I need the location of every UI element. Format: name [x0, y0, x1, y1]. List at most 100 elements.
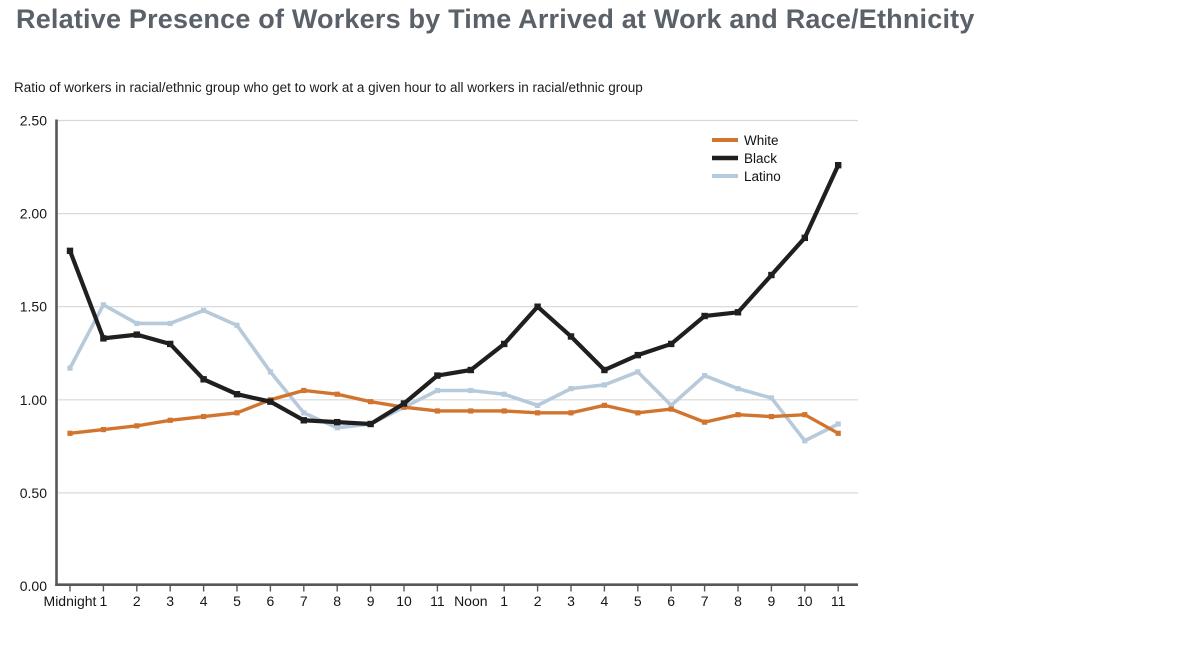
data-point-latino — [100, 302, 106, 308]
x-tick-label: 1 — [100, 593, 108, 609]
data-point-white — [201, 413, 207, 420]
data-point-latino — [234, 322, 240, 328]
x-tick-label: Midnight — [44, 593, 97, 609]
data-point-latino — [601, 382, 607, 388]
data-point-latino — [201, 307, 207, 314]
data-point-white — [835, 430, 841, 436]
x-tick-label: 9 — [768, 593, 776, 609]
data-point-latino — [267, 369, 273, 375]
data-point-white — [702, 419, 708, 425]
y-tick-label: 0.00 — [20, 578, 47, 594]
y-tick-label: 1.00 — [20, 392, 47, 408]
data-point-white — [568, 410, 574, 416]
data-point-white — [134, 423, 140, 429]
x-tick-label: 2 — [534, 593, 542, 609]
series-line-black — [68, 164, 841, 427]
data-point-white — [635, 410, 641, 416]
x-tick-label: 7 — [300, 593, 308, 609]
data-point-black — [200, 376, 207, 383]
data-point-black — [501, 340, 508, 348]
data-point-latino — [735, 386, 741, 392]
chart-subtitle: Ratio of workers in racial/ethnic group … — [14, 80, 643, 95]
x-tick-label: 5 — [233, 593, 241, 609]
x-tick-label: 11 — [831, 593, 846, 609]
data-point-white — [501, 408, 507, 414]
data-point-latino — [702, 372, 708, 379]
data-point-black — [334, 418, 341, 426]
x-tick-label: 4 — [200, 593, 208, 609]
data-point-white — [301, 387, 307, 394]
x-tick-label: 5 — [634, 593, 642, 609]
x-tick-label: Noon — [454, 593, 487, 609]
x-tick-label: 4 — [601, 593, 609, 609]
data-point-white — [434, 408, 440, 414]
data-point-black — [768, 271, 775, 279]
data-point-white — [401, 404, 407, 410]
data-point-black — [267, 398, 274, 405]
data-point-black — [534, 303, 541, 310]
data-point-white — [100, 426, 106, 433]
data-point-latino — [635, 369, 641, 375]
data-point-black — [668, 340, 675, 348]
data-point-latino — [802, 438, 808, 444]
data-point-latino — [334, 425, 340, 431]
y-tick-label: 1.50 — [20, 299, 47, 315]
data-point-white — [535, 410, 541, 416]
data-point-white — [668, 406, 674, 412]
x-tick-label: 2 — [133, 593, 141, 609]
line-chart: 0.00 0.50 1.00 1.50 2.00 2.50 Midnight 1 2 3 4 5 6 7 8… — [20, 113, 858, 609]
data-point-latino — [535, 402, 541, 408]
x-tick-label: 8 — [333, 593, 341, 609]
data-point-latino — [167, 320, 173, 327]
data-point-black — [133, 331, 140, 338]
legend-label-black: Black — [744, 151, 777, 166]
data-point-black — [233, 391, 241, 398]
x-tick-label: 3 — [166, 593, 174, 609]
legend-label-white: White — [744, 133, 779, 148]
data-point-latino — [301, 410, 307, 416]
data-point-white — [234, 410, 240, 416]
x-tick-label: 8 — [734, 593, 742, 609]
data-point-white — [468, 408, 474, 414]
data-point-black — [300, 417, 307, 424]
y-tick-label: 0.50 — [20, 485, 47, 501]
data-point-black — [601, 366, 608, 374]
data-point-white — [735, 412, 741, 418]
data-point-white — [768, 413, 774, 420]
series-line-latino — [68, 302, 840, 444]
data-point-black — [66, 247, 74, 255]
data-point-black — [835, 161, 842, 169]
data-point-black — [167, 340, 174, 348]
y-tick-label: 2.00 — [20, 206, 47, 222]
legend-label-latino: Latino — [744, 169, 781, 184]
data-point-black — [634, 351, 641, 359]
y-tick-label: 2.50 — [20, 113, 47, 129]
data-point-black — [801, 234, 808, 242]
data-point-black — [400, 400, 408, 407]
x-tick-label: 10 — [396, 593, 412, 609]
data-point-black — [434, 372, 441, 379]
data-point-white — [67, 430, 73, 436]
x-tick-label: 6 — [667, 593, 675, 609]
x-tick-label: 7 — [701, 593, 709, 609]
data-point-white — [368, 399, 374, 405]
data-point-white — [167, 417, 173, 423]
data-point-latino — [468, 387, 474, 394]
data-point-white — [601, 402, 607, 408]
data-point-latino — [568, 386, 574, 392]
data-point-latino — [134, 320, 140, 327]
data-point-latino — [434, 387, 440, 394]
data-point-latino — [835, 421, 841, 427]
data-point-black — [467, 366, 474, 374]
x-tick-label: 10 — [797, 593, 813, 609]
data-point-latino — [501, 391, 507, 397]
x-tick-label: 11 — [430, 593, 445, 609]
data-point-black — [100, 335, 107, 342]
data-point-black — [367, 420, 374, 428]
chart-title: Relative Presence of Workers by Time Arr… — [16, 4, 975, 34]
x-tick-label: 9 — [367, 593, 375, 609]
data-point-black — [567, 333, 575, 340]
data-point-latino — [67, 365, 73, 371]
series-line-white — [69, 388, 840, 436]
